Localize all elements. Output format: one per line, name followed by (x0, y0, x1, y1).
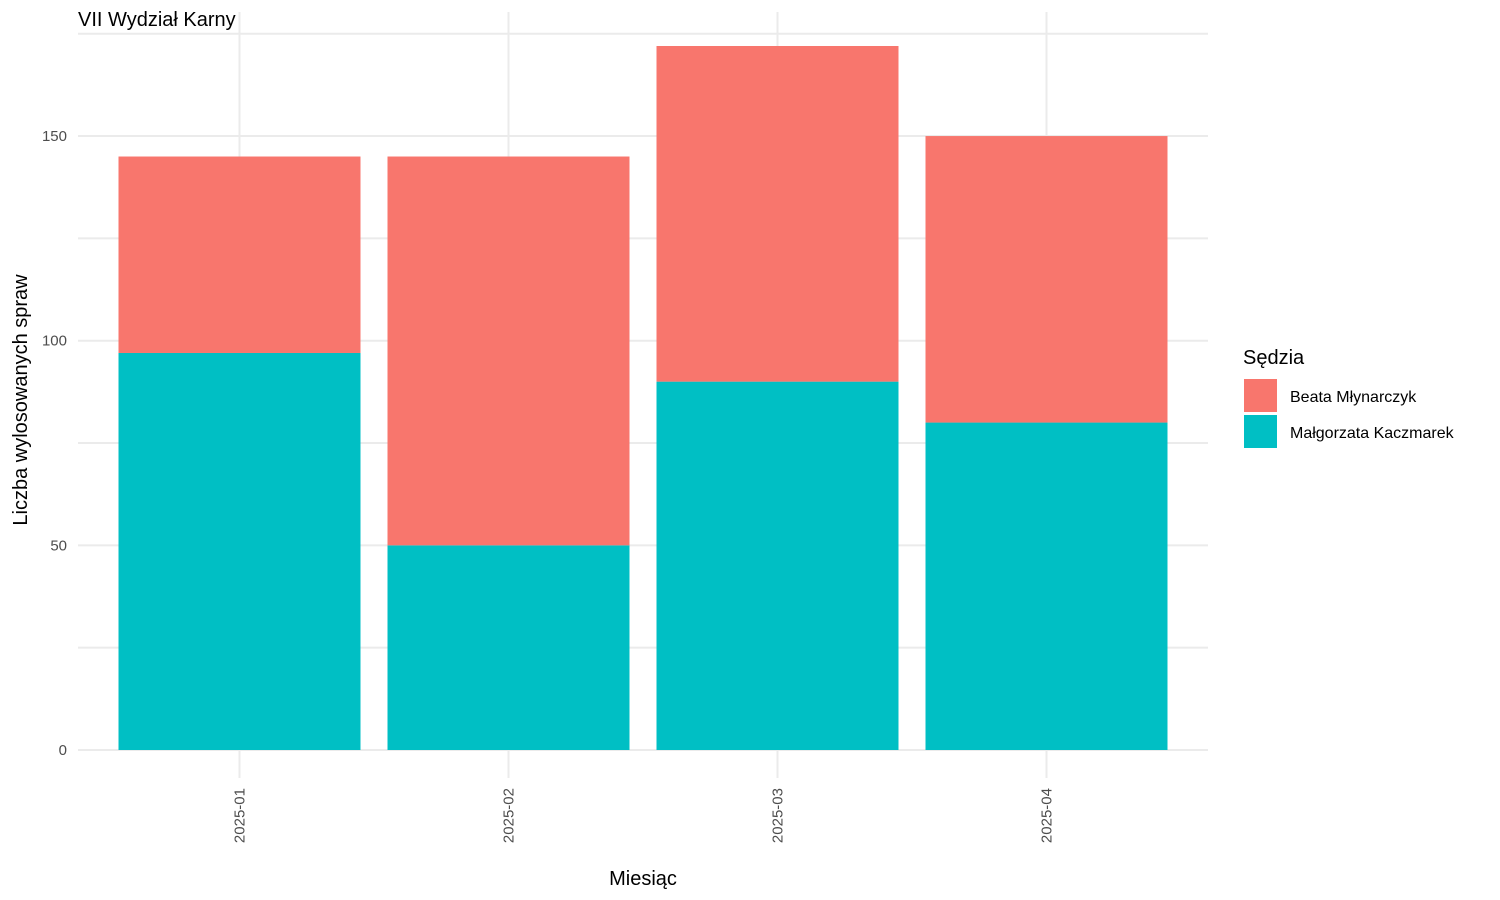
chart-title: VII Wydział Karny (78, 9, 236, 31)
y-axis-ticks: 0 50 100 150 (42, 128, 67, 759)
bar-segment (925, 422, 1168, 750)
y-axis-title: Liczba wylosowanych spraw (10, 274, 32, 526)
y-tick-label: 150 (42, 128, 67, 145)
bars (118, 46, 1168, 750)
bar-segment (656, 381, 899, 750)
y-tick-label: 100 (42, 333, 67, 350)
y-tick-label: 0 (59, 742, 67, 759)
bar-segment (387, 545, 630, 750)
y-tick-label: 50 (50, 537, 67, 554)
x-tick-label: 2025-04 (1039, 788, 1056, 843)
x-tick-label: 2025-01 (232, 788, 249, 843)
x-axis-title: Miesiąc (609, 868, 677, 890)
legend-title: Sędzia (1243, 347, 1305, 369)
bar-segment (387, 156, 630, 546)
legend-label: Małgorzata Kaczmarek (1290, 425, 1455, 442)
legend-key (1244, 415, 1277, 448)
bar-segment (925, 136, 1168, 423)
bar-segment (118, 352, 361, 750)
legend-label: Beata Młynarczyk (1290, 389, 1417, 406)
legend-key (1244, 379, 1277, 412)
x-tick-label: 2025-03 (770, 788, 787, 843)
bar-segment (656, 46, 899, 382)
x-tick-label: 2025-02 (501, 788, 518, 843)
legend: Sędzia Beata Młynarczyk Małgorzata Kaczma… (1243, 347, 1455, 448)
bar-segment (118, 156, 361, 353)
x-axis-ticks: 2025-01 2025-02 2025-03 2025-04 (232, 788, 1056, 843)
